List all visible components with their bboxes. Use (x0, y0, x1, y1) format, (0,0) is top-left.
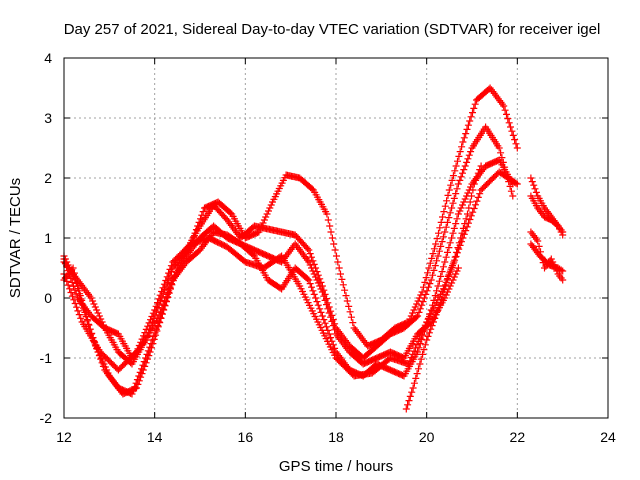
series-track-8 (527, 192, 567, 239)
y-tick-label: 2 (44, 170, 52, 186)
chart-title: Day 257 of 2021, Sidereal Day-to-day VTE… (64, 21, 601, 38)
data-point-markers (527, 228, 567, 284)
y-tick-label: -2 (40, 410, 53, 426)
x-tick-label: 16 (238, 429, 254, 445)
data-point-markers (527, 240, 567, 275)
x-tick-label: 18 (328, 429, 344, 445)
series-track-10 (527, 240, 567, 275)
x-tick-label: 12 (56, 429, 72, 445)
x-tick-label: 14 (147, 429, 163, 445)
y-tick-label: -1 (40, 350, 53, 366)
data-point-markers (402, 162, 485, 413)
series-track-9 (527, 228, 567, 284)
y-axis-label: SDTVAR / TECUs (7, 178, 24, 298)
series-track-2 (60, 123, 517, 368)
y-tick-label: 3 (44, 110, 52, 126)
data-point-markers (60, 123, 517, 368)
y-tick-label: 0 (44, 290, 52, 306)
y-tick-label: 1 (44, 230, 52, 246)
x-tick-label: 20 (419, 429, 435, 445)
x-tick-label: 22 (510, 429, 526, 445)
y-tick-label: 4 (44, 50, 52, 66)
tick-labels: 12 14 16 18 20 22 24 -2 -1 0 1 2 3 4 (40, 50, 616, 445)
data-point-markers (527, 192, 567, 239)
axis-ticks (63, 57, 609, 419)
x-tick-label: 24 (600, 429, 616, 445)
data-points (60, 84, 567, 413)
series-track-6 (402, 162, 485, 413)
x-axis-label: GPS time / hours (279, 458, 393, 475)
